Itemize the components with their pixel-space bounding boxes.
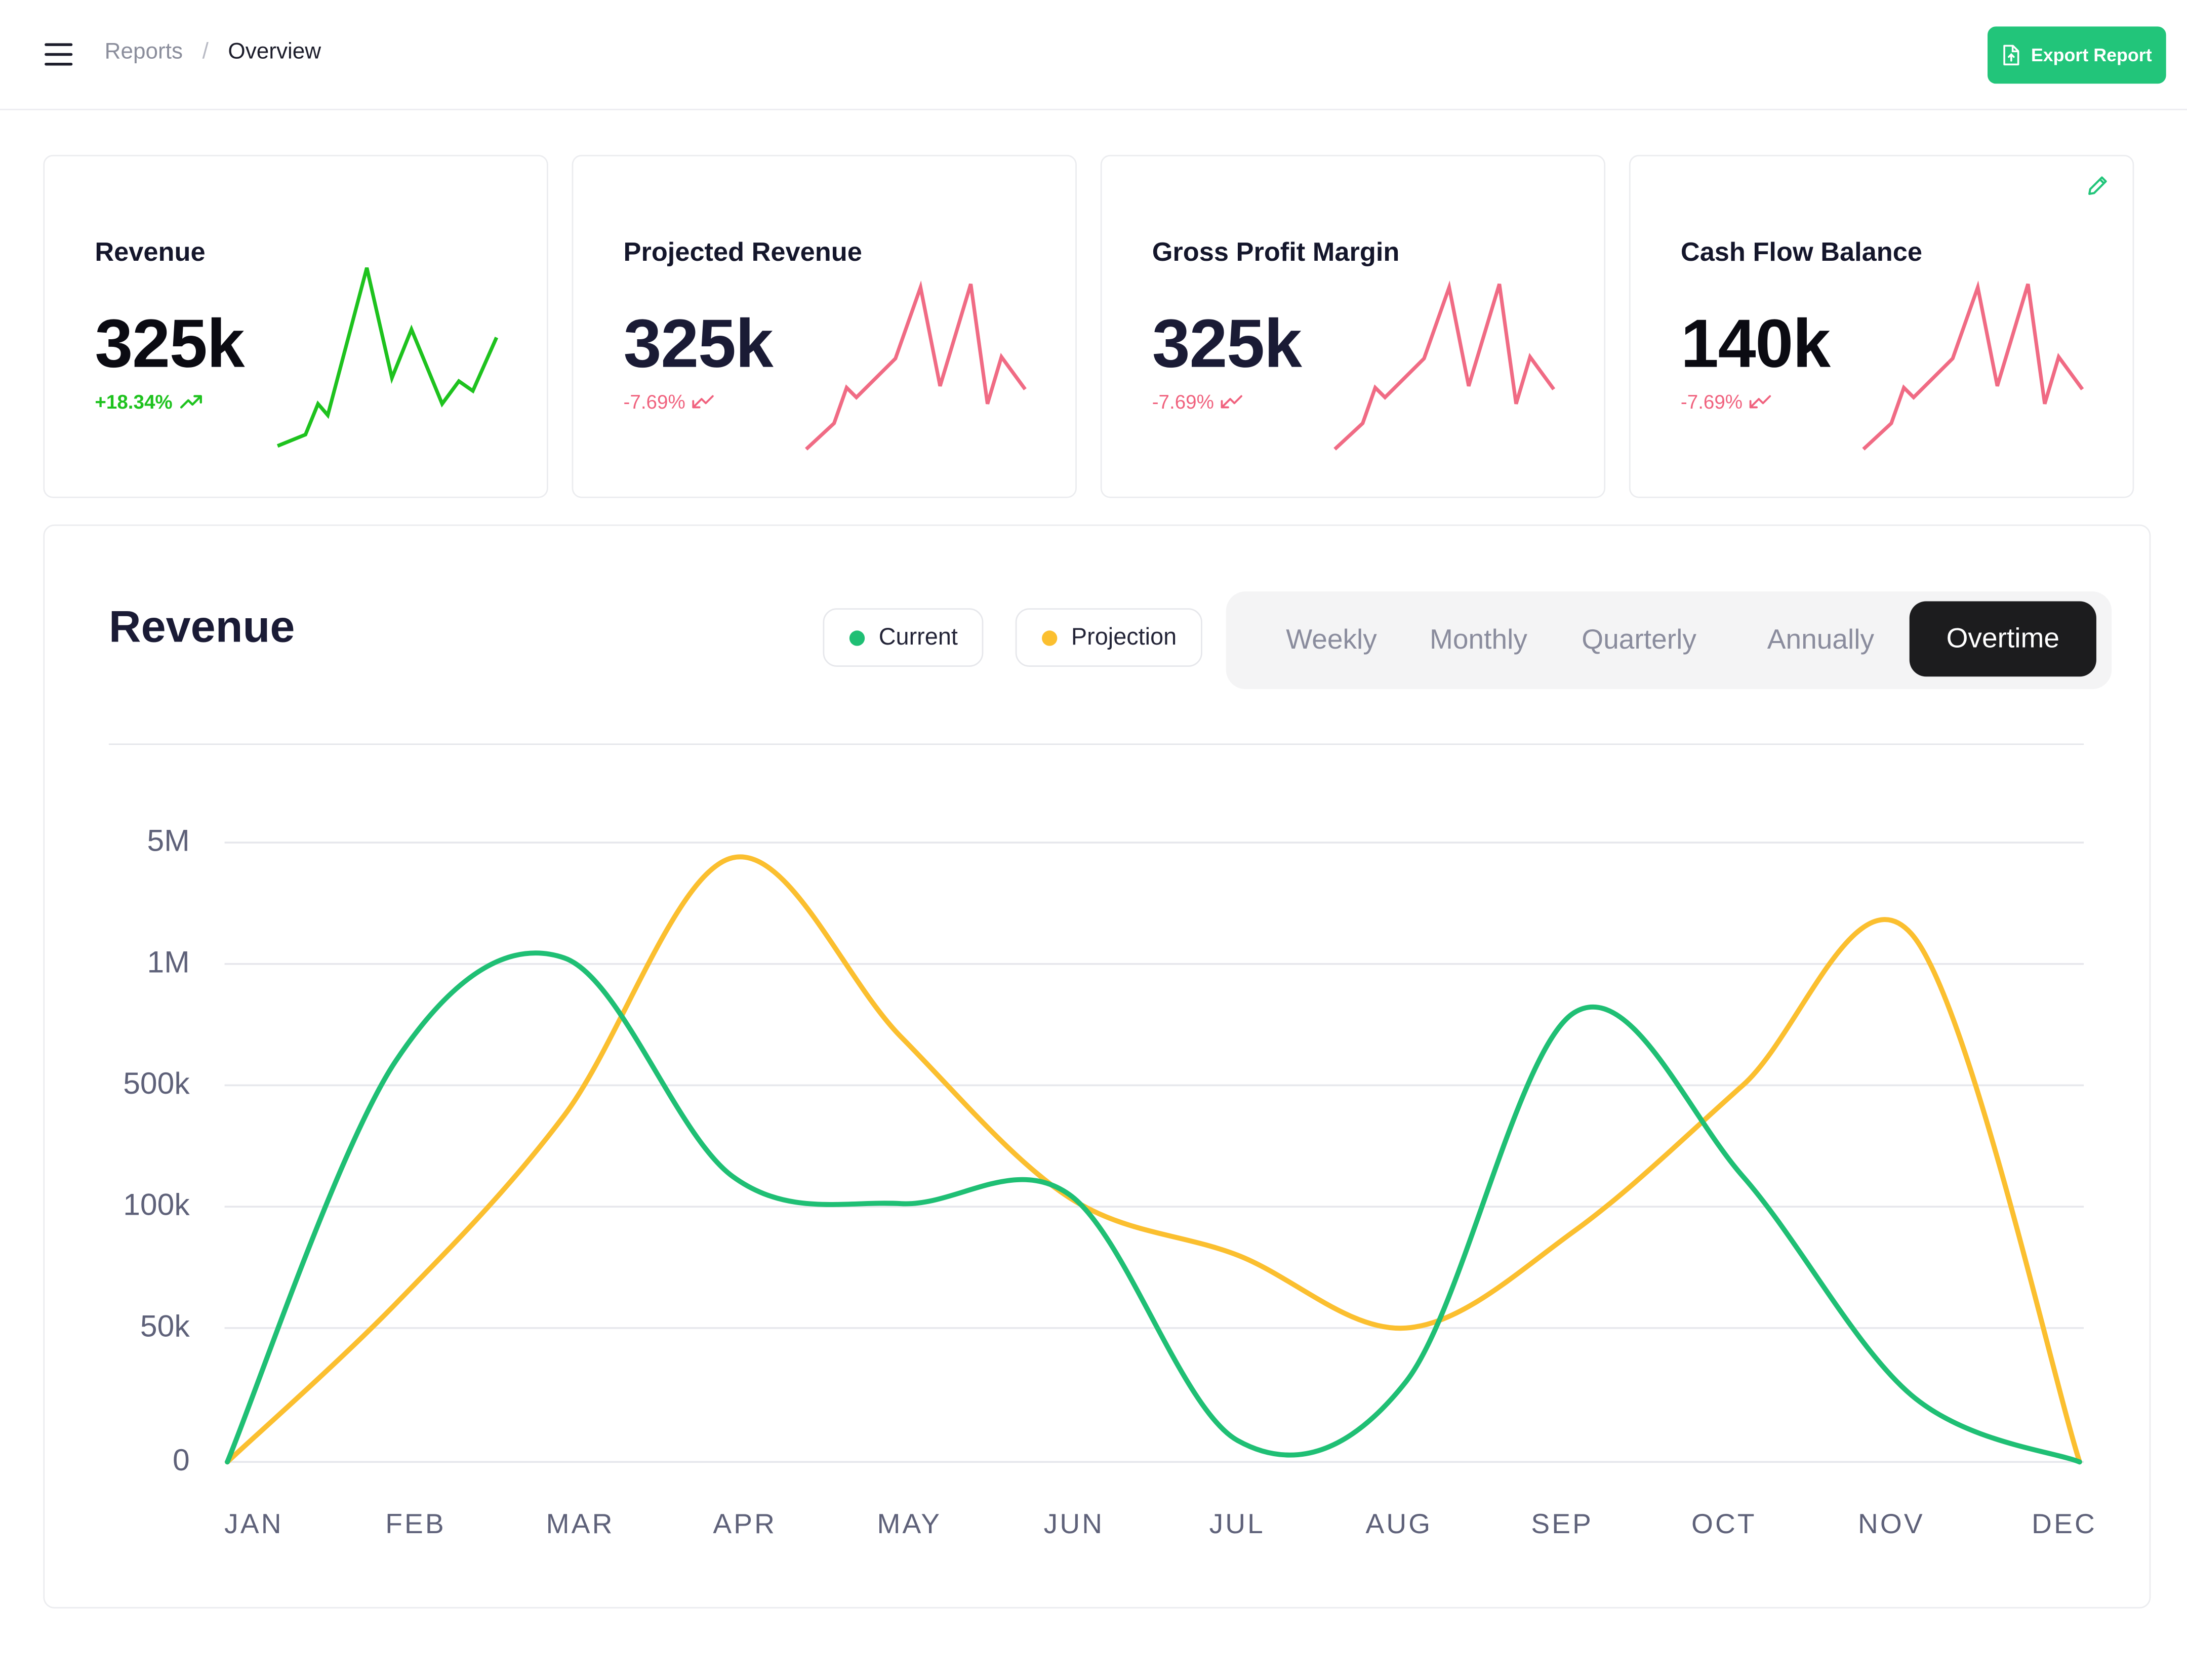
legend-dot-current	[849, 629, 865, 646]
trend-down-icon	[693, 395, 714, 409]
chart-title: Revenue	[108, 601, 295, 652]
kpi-change: +18.34%	[95, 390, 202, 413]
legend-current[interactable]: Current	[823, 608, 983, 667]
hamburger-menu-icon[interactable]	[42, 41, 75, 68]
x-tick-label: AUG	[1365, 1509, 1433, 1540]
kpi-change: -7.69%	[1681, 390, 1772, 413]
sparkline-line	[805, 280, 1027, 451]
export-report-label: Export Report	[2031, 45, 2152, 66]
kpi-change-text: +18.34%	[95, 390, 173, 413]
legend-label: Current	[878, 623, 958, 650]
x-tick-label: MAR	[546, 1509, 615, 1540]
period-selector: Weekly Monthly Quarterly Annually Overti…	[1226, 591, 2112, 690]
chart-plot-area	[224, 842, 2084, 1465]
sparkline-line	[1862, 280, 2084, 451]
kpi-value: 140k	[1680, 307, 1831, 382]
breadcrumb-reports-link[interactable]: Reports	[104, 40, 183, 64]
kpi-value: 325k	[95, 307, 245, 382]
tab-monthly[interactable]: Monthly	[1429, 625, 1527, 656]
x-tick-label: NOV	[1858, 1509, 1925, 1540]
sparkline-chart	[276, 267, 499, 448]
sparkline-line	[1333, 280, 1556, 451]
top-bar: Reports / Overview Export Report	[0, 0, 2187, 110]
export-report-button[interactable]: Export Report	[1988, 26, 2166, 84]
tab-overtime[interactable]: Overtime	[1909, 601, 2096, 677]
x-tick-label: JUN	[1043, 1509, 1105, 1540]
y-tick-label: 0	[172, 1442, 190, 1477]
kpi-title: Gross Profit Margin	[1152, 238, 1400, 268]
sparkline-chart	[1333, 280, 1556, 451]
kpi-title: Revenue	[95, 238, 206, 268]
x-tick-label: FEB	[385, 1509, 446, 1540]
kpi-value: 325k	[623, 307, 774, 382]
trend-down-icon	[1221, 395, 1243, 409]
tab-quarterly[interactable]: Quarterly	[1582, 625, 1696, 656]
x-tick-label: JAN	[224, 1509, 284, 1540]
tab-annually[interactable]: Annually	[1767, 625, 1875, 656]
x-tick-label: APR	[713, 1509, 777, 1540]
kpi-card-gross-profit-margin[interactable]: Gross Profit Margin 325k -7.69%	[1100, 154, 1606, 498]
sparkline-chart	[805, 280, 1027, 451]
legend-dot-projection	[1042, 629, 1058, 646]
kpi-change: -7.69%	[1152, 390, 1243, 413]
x-tick-label: MAY	[877, 1509, 942, 1540]
legend-label: Projection	[1071, 623, 1177, 650]
kpi-value: 325k	[1152, 307, 1302, 382]
x-tick-label: OCT	[1691, 1509, 1757, 1540]
sparkline-line	[276, 267, 499, 448]
y-tick-label: 500k	[123, 1065, 190, 1101]
file-export-icon	[2003, 45, 2019, 66]
x-tick-label: SEP	[1531, 1509, 1594, 1540]
breadcrumb-separator: /	[202, 40, 209, 64]
series-line-projection	[225, 854, 2082, 1465]
x-tick-label: JUL	[1209, 1509, 1265, 1540]
breadcrumb-current-page: Overview	[228, 40, 321, 64]
breadcrumb: Reports / Overview	[105, 41, 321, 66]
kpi-card-revenue[interactable]: Revenue 325k +18.34%	[43, 154, 548, 498]
kpi-title: Cash Flow Balance	[1680, 238, 1923, 268]
sparkline-chart	[1862, 280, 2084, 451]
series-line-current	[225, 950, 2082, 1465]
tab-weekly[interactable]: Weekly	[1286, 625, 1377, 656]
y-tick-label: 100k	[123, 1187, 190, 1222]
trend-up-icon	[180, 395, 202, 409]
y-tick-label: 1M	[147, 944, 190, 980]
trend-down-icon	[1750, 395, 1772, 409]
kpi-card-projected-revenue[interactable]: Projected Revenue 325k -7.69%	[572, 154, 1077, 498]
x-tick-label: DEC	[2032, 1509, 2097, 1540]
kpi-title: Projected Revenue	[623, 238, 862, 268]
kpi-change-text: -7.69%	[1152, 390, 1214, 413]
revenue-chart-panel: Revenue Current Projection Weekly Monthl…	[43, 524, 2151, 1609]
y-tick-label: 50k	[140, 1308, 190, 1344]
kpi-change-text: -7.69%	[623, 390, 685, 413]
kpi-card-cash-flow-balance[interactable]: Cash Flow Balance 140k -7.69%	[1629, 154, 2134, 498]
pencil-edit-icon[interactable]	[2085, 173, 2111, 198]
kpi-change: -7.69%	[624, 390, 715, 413]
panel-divider	[108, 743, 2084, 745]
legend-projection[interactable]: Projection	[1015, 608, 1202, 667]
y-tick-label: 5M	[147, 823, 190, 858]
kpi-change-text: -7.69%	[1680, 390, 1743, 413]
